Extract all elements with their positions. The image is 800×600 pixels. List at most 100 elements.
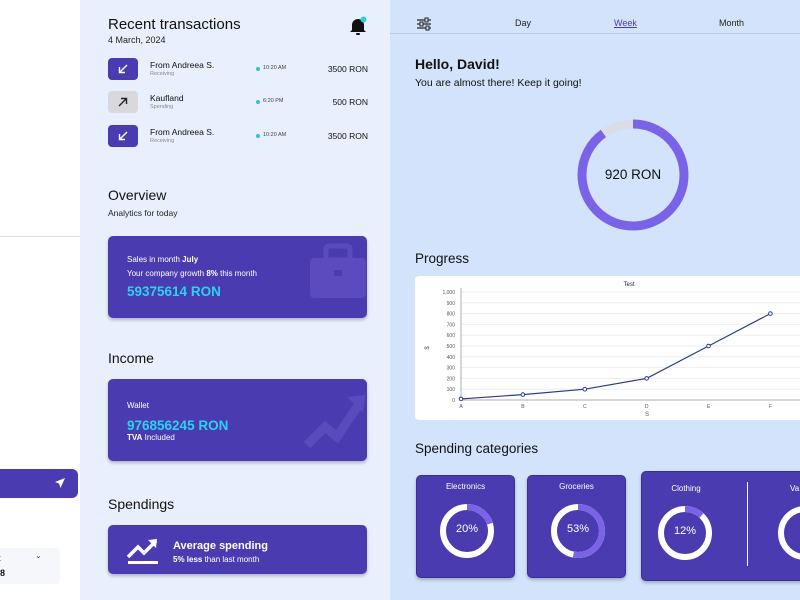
- x-tick-label: C: [583, 404, 587, 410]
- income-title: Income: [108, 350, 154, 366]
- greeting-title: Hello, David!: [415, 56, 500, 72]
- x-axis-label: S: [645, 412, 649, 418]
- tx-name: From Andreea S.: [150, 127, 215, 137]
- category-ring: [658, 506, 712, 560]
- right-panel: Day Week Month Hello, David! You are alm…: [390, 0, 800, 600]
- spending-card[interactable]: Average spending 5% less than last month: [108, 525, 367, 574]
- tx-type: Receiving: [150, 138, 175, 144]
- account-selector[interactable]: nt ⌄ 948: [0, 548, 60, 584]
- y-tick-label: 300: [447, 366, 456, 372]
- send-button[interactable]: [0, 469, 78, 498]
- goal-ring: [577, 119, 689, 231]
- y-tick-label: 0: [452, 398, 455, 404]
- category-ring: [440, 504, 494, 558]
- bell-icon[interactable]: [348, 16, 368, 36]
- transactions-title: Recent transactions: [108, 16, 241, 33]
- tx-direction-badge: [108, 125, 138, 147]
- status-dot: [256, 100, 260, 104]
- data-point: [706, 343, 711, 349]
- wallet-value: 976856245 RON: [127, 418, 229, 433]
- x-tick-label: D: [645, 404, 649, 410]
- status-dot: [256, 67, 260, 71]
- spendings-title: Spendings: [108, 496, 175, 512]
- line-chart: 0 100 200 300 400 500 600 700 800 900 1,000 A B C D E F T…: [425, 282, 800, 418]
- sidebar-divider: [0, 236, 80, 237]
- tx-direction-badge: [108, 91, 138, 113]
- goal-donut: 920 RON: [577, 119, 689, 231]
- y-tick-label: 400: [447, 355, 456, 361]
- category-card-groceries[interactable]: Groceries 53%: [527, 475, 626, 578]
- tx-direction-badge: [108, 58, 138, 80]
- wallet-label: Wallet: [127, 401, 149, 410]
- category-percent: 20%: [455, 523, 479, 535]
- tab-month[interactable]: Month: [719, 18, 745, 28]
- series-line: [460, 313, 771, 400]
- category-label: Electronics: [445, 482, 486, 491]
- y-tick-label: 100: [447, 387, 456, 393]
- tx-time: 6:20 PM: [263, 98, 284, 104]
- category-percent: 53%: [566, 523, 590, 535]
- y-tick-label: 500: [447, 344, 456, 350]
- category-card-electronics[interactable]: Electronics 20%: [416, 475, 515, 578]
- briefcase-icon: [310, 243, 366, 298]
- status-dot: [256, 134, 260, 138]
- y-tick-label: 900: [447, 301, 456, 307]
- transactions-date: 4 March, 2024: [108, 35, 166, 45]
- greeting-subtitle: You are almost there! Keep it going!: [415, 77, 582, 89]
- data-point: [582, 386, 588, 392]
- tx-time: 10:20 AM: [263, 65, 287, 71]
- tx-name: From Andreea S.: [150, 60, 215, 70]
- tab-day[interactable]: Day: [515, 18, 532, 28]
- account-label: nt: [0, 554, 1, 563]
- x-tick-label: F: [769, 404, 772, 410]
- tva-text: TVA Included: [127, 433, 175, 442]
- sales-value: 59375614 RON: [127, 284, 221, 299]
- income-card[interactable]: Wallet 976856245 RON TVA Included: [108, 379, 367, 461]
- sales-card[interactable]: Sales in month July Your company growth …: [108, 236, 367, 318]
- x-tick-label: E: [707, 404, 711, 410]
- card-divider: [747, 482, 748, 566]
- progress-title: Progress: [415, 251, 470, 266]
- category-card-clothing[interactable]: Clothing 12% Va: [641, 471, 800, 581]
- arrow-up-right-icon: [118, 97, 128, 107]
- tab-week[interactable]: Week: [614, 18, 637, 28]
- tx-name: Kaufland: [150, 93, 184, 103]
- send-icon: [55, 478, 65, 488]
- category-ring: [778, 506, 800, 560]
- middle-panel: Recent transactions 4 March, 2024 From A…: [80, 0, 390, 600]
- y-tick-label: 1,000: [442, 290, 455, 296]
- categories-title: Spending categories: [415, 441, 539, 456]
- tx-amount: 3500 RON: [327, 64, 368, 74]
- trend-up-icon: [303, 395, 365, 449]
- tabs-divider: [390, 33, 800, 34]
- spending-card-title: Average spending: [173, 540, 268, 552]
- overview-title: Overview: [108, 187, 167, 203]
- y-tick-label: 800: [447, 312, 456, 318]
- category-ring: [551, 504, 605, 558]
- filter-icon[interactable]: [417, 17, 431, 31]
- y-axis-label: $: [425, 346, 431, 350]
- transaction-row[interactable]: Kaufland Spending 6:20 PM 500 RON: [108, 91, 368, 115]
- data-point: [458, 396, 464, 402]
- transaction-row[interactable]: From Andreea S. Receiving 10:20 AM 3500 …: [108, 58, 368, 82]
- x-tick-label: A: [459, 404, 463, 410]
- data-point: [768, 311, 773, 316]
- sales-month-text: Sales in month July: [127, 255, 199, 264]
- y-tick-label: 600: [447, 333, 456, 339]
- tx-amount: 3500 RON: [327, 131, 368, 141]
- y-tick-label: 700: [447, 322, 456, 328]
- data-point: [520, 392, 526, 397]
- category-label: Va: [790, 484, 800, 493]
- goal-ring-fill: [577, 119, 689, 231]
- category-label: Clothing: [671, 484, 701, 493]
- x-tick-label: B: [521, 404, 525, 410]
- chart-trend-icon: [126, 539, 158, 564]
- tx-type: Receiving: [150, 71, 175, 77]
- arrow-down-left-icon: [118, 131, 128, 141]
- spending-card-subtitle: 5% less than last month: [173, 555, 260, 564]
- tx-type: Spending: [150, 104, 174, 110]
- transaction-row[interactable]: From Andreea S. Receiving 10:20 AM 3500 …: [108, 125, 368, 149]
- sidebar: w unts tions nt ⌄ 948: [0, 0, 80, 600]
- tx-amount: 500 RON: [332, 97, 368, 107]
- category-percent: 12%: [673, 525, 697, 537]
